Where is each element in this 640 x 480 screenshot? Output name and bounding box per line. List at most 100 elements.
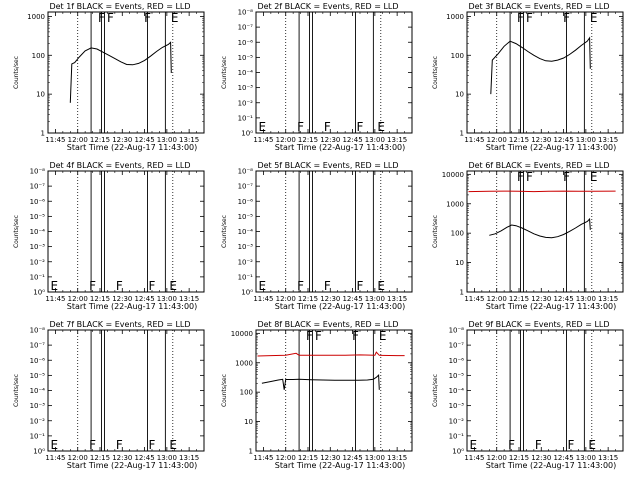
x-tick-label: 13:15: [387, 454, 407, 462]
y-tick-label: 10⁻²: [238, 258, 254, 266]
plot-frame: [466, 170, 624, 293]
y-tick-label: 10⁻²: [30, 417, 46, 425]
y-tick-label: 10⁻³: [238, 84, 254, 92]
x-tick-label: 13:15: [598, 295, 618, 303]
flag-label: F: [535, 438, 542, 452]
x-tick-label: 12:30: [531, 295, 551, 303]
plot-frame: [255, 329, 413, 452]
x-tick-label: 11:45: [253, 454, 273, 462]
y-axis-label: Counts/sec: [221, 374, 228, 407]
x-tick-label: 13:15: [179, 454, 199, 462]
flag-label: F: [297, 279, 304, 293]
y-tick-label: 10⁻⁶: [449, 357, 465, 365]
y-axis-label: Counts/sec: [221, 56, 228, 89]
x-axis-label: Start Time (22-Aug-17 11:43:00): [486, 143, 617, 152]
flag-label: E: [50, 438, 58, 452]
flag-label: F: [306, 329, 313, 343]
panel-det-4: Det 4f BLACK = Events, RED = LLD 11:45 12:…: [13, 161, 205, 311]
x-tick-label: 12:45: [553, 454, 573, 462]
y-tick-label: 10⁰: [33, 289, 45, 297]
y-tick-label: 10⁻⁶: [30, 357, 46, 365]
panel-title: Det 3f BLACK = Events, RED = LLD: [468, 2, 609, 11]
x-tick-label: 12:30: [112, 295, 132, 303]
flag-label: F: [107, 11, 114, 25]
flag-label: F: [568, 438, 575, 452]
plot-frame: [255, 11, 413, 134]
x-tick-label: 13:00: [157, 295, 177, 303]
y-tick-label: 10: [455, 91, 464, 99]
y-axis-label: Counts/sec: [432, 215, 439, 248]
y-tick-label: 1000: [446, 200, 464, 208]
y-tick-label: 10⁻⁵: [238, 54, 254, 62]
x-tick-label: 11:45: [253, 295, 273, 303]
x-tick-label: 12:30: [320, 295, 340, 303]
y-axis-label: Counts/sec: [13, 215, 20, 248]
y-tick-label: 10⁻²: [238, 99, 254, 107]
x-axis-label: Start Time (22-Aug-17 11:43:00): [486, 302, 617, 311]
y-tick-label: 1: [460, 289, 464, 297]
flag-label: F: [517, 11, 524, 25]
x-tick-label: 12:15: [509, 136, 529, 144]
x-tick-label: 12:00: [68, 136, 88, 144]
x-tick-label: 11:45: [45, 454, 65, 462]
flag-label: F: [149, 279, 156, 293]
x-tick-label: 12:30: [531, 136, 551, 144]
flag-label: F: [324, 279, 331, 293]
panel-title: Det 4f BLACK = Events, RED = LLD: [49, 161, 190, 170]
x-tick-label: 13:00: [576, 136, 596, 144]
x-tick-label: 12:30: [112, 136, 132, 144]
x-tick-label: 11:45: [45, 295, 65, 303]
y-axis-label: Counts/sec: [13, 56, 20, 89]
y-tick-label: 10⁻⁶: [238, 39, 254, 47]
y-tick-label: 100: [451, 52, 464, 60]
flag-label: E: [169, 279, 177, 293]
x-tick-label: 13:15: [598, 136, 618, 144]
y-tick-label: 10⁻⁶: [30, 198, 46, 206]
y-axis-label: Counts/sec: [13, 374, 20, 407]
flag-label: E: [590, 11, 598, 25]
x-tick-label: 12:00: [276, 136, 296, 144]
flag-label: E: [171, 11, 179, 25]
x-tick-label: 12:45: [553, 136, 573, 144]
flag-label: F: [98, 11, 105, 25]
plot-frame: [255, 170, 413, 293]
y-tick-label: 10⁻⁶: [238, 198, 254, 206]
flag-label: E: [469, 438, 477, 452]
series-line: [261, 373, 380, 390]
x-tick-label: 13:00: [157, 454, 177, 462]
x-tick-label: 12:00: [487, 454, 507, 462]
y-tick-label: 10⁻⁴: [238, 69, 254, 77]
x-axis-label: Start Time (22-Aug-17 11:43:00): [486, 461, 617, 470]
x-tick-label: 13:00: [576, 295, 596, 303]
series-line: [489, 217, 591, 239]
plot-frame: [466, 11, 624, 134]
x-tick-label: 12:45: [553, 295, 573, 303]
flag-label: E: [590, 170, 598, 184]
x-tick-label: 12:45: [134, 136, 154, 144]
x-tick-label: 12:30: [112, 454, 132, 462]
x-tick-label: 12:00: [487, 136, 507, 144]
x-tick-label: 11:45: [253, 136, 273, 144]
y-tick-label: 10⁻⁸: [238, 9, 254, 17]
y-tick-label: 10: [36, 91, 45, 99]
plot-frame: [466, 329, 624, 452]
panel-title: Det 7f BLACK = Events, RED = LLD: [49, 320, 190, 329]
flag-label: F: [116, 438, 123, 452]
panel-det-7: Det 7f BLACK = Events, RED = LLD 11:45 12:…: [13, 320, 205, 470]
y-tick-label: 10⁻⁵: [449, 372, 465, 380]
y-tick-label: 10⁻¹: [30, 432, 46, 440]
y-tick-label: 10: [244, 418, 253, 426]
y-tick-label: 10⁻⁷: [30, 183, 46, 191]
y-tick-label: 10⁻¹: [238, 273, 254, 281]
x-tick-label: 13:00: [576, 454, 596, 462]
y-tick-label: 10000: [442, 171, 464, 179]
y-axis-label: Counts/sec: [432, 56, 439, 89]
x-tick-label: 11:45: [464, 454, 484, 462]
y-tick-label: 10⁻⁵: [30, 213, 46, 221]
series-line: [257, 351, 405, 357]
panel-title: Det 1f BLACK = Events, RED = LLD: [49, 2, 190, 11]
flag-label: E: [169, 438, 177, 452]
flag-label: F: [324, 120, 331, 134]
